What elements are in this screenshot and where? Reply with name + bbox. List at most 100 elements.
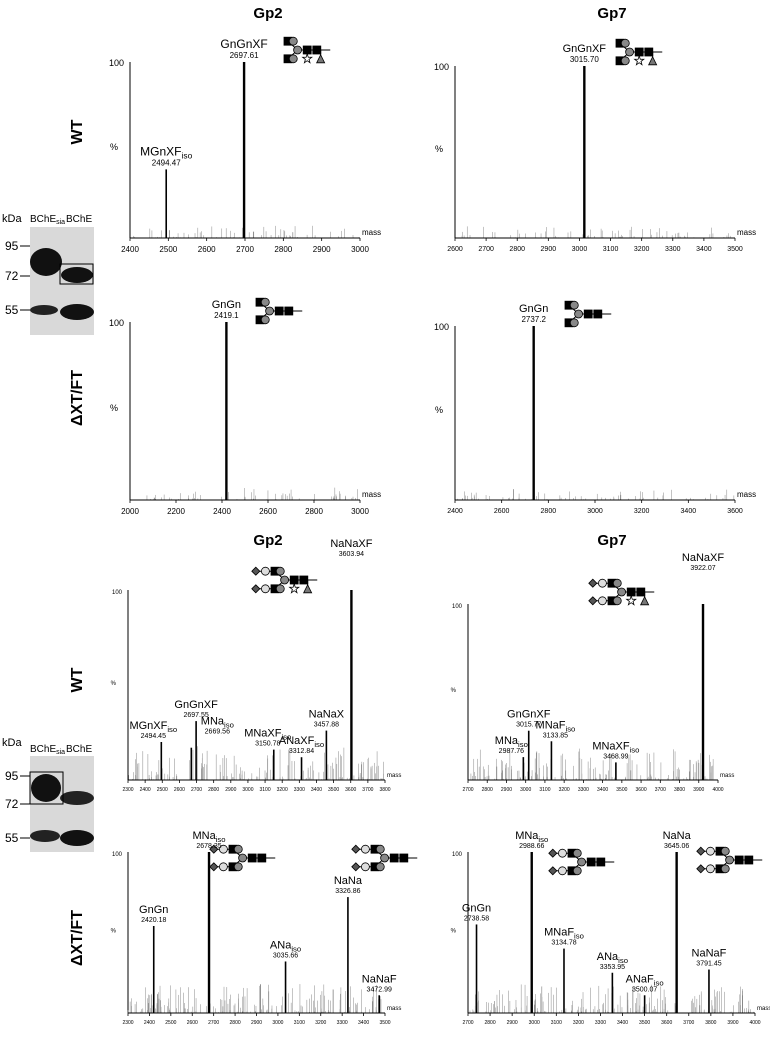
peak-glycan-label: GnGnXF (507, 709, 551, 721)
x-tick-label: 2900 (225, 787, 236, 793)
x-tick-label: 3600 (661, 1020, 672, 1026)
baseline-noise (128, 746, 386, 780)
x-tick-label: 2700 (478, 246, 494, 253)
x-tick-label: 3000 (587, 508, 603, 515)
spectrum-panel-p1: 100% 2400 2500 2600 2700 2800 2900 3000 mass 2494… (109, 37, 381, 254)
x-tick-label: 3700 (655, 787, 666, 793)
glycan-icon (251, 566, 318, 594)
row-label-wt-top: WT (69, 119, 86, 144)
peak-glycan-label: NaNa (334, 875, 363, 887)
peak-mass-label: 3134.78 (551, 940, 576, 947)
baseline-noise (469, 984, 756, 1013)
x-tick-label: 2700 (462, 1020, 473, 1026)
gel-marker-55: 55 (5, 303, 19, 317)
peak-glycan-label: NaNaXF (682, 552, 724, 564)
peak-glycan-label: GnGn (139, 904, 168, 916)
gel-band-bchesia-95 (30, 248, 62, 276)
peak-glycan-label: MNaiso (192, 830, 225, 844)
x-tick-label: 2900 (507, 1020, 518, 1026)
x-tick-label: 2700 (208, 1020, 219, 1026)
x-tick-label: 2200 (167, 507, 185, 516)
glycan-icon (351, 844, 418, 872)
peak-mass-label: 3791.45 (696, 961, 721, 968)
peak-mass-label: 3133.85 (543, 732, 568, 739)
x-axis-label: mass (757, 1006, 770, 1012)
baseline-noise (131, 225, 360, 238)
x-tick-label: 4000 (712, 787, 723, 793)
x-tick-label: 3600 (636, 787, 647, 793)
y-axis-label: % (111, 929, 117, 935)
peak-mass-label: 2988.66 (519, 843, 544, 850)
peak-mass-label: 3645.06 (664, 843, 689, 850)
x-tick-label: 2400 (144, 1020, 155, 1026)
baseline-noise (457, 489, 735, 500)
gel-band-bche-72 (60, 791, 94, 805)
gel-band-bche-72 (61, 267, 93, 283)
peak-mass-label: 3015.77 (516, 722, 541, 729)
x-tick-label: 2500 (159, 245, 177, 254)
x-axis-label: mass (720, 773, 734, 779)
y-axis-label: % (435, 144, 443, 154)
gel-band-55a (30, 305, 58, 315)
y-tick-label-100: 100 (434, 62, 449, 72)
x-tick-label: 3000 (242, 787, 253, 793)
glycan-icon (548, 848, 615, 876)
x-tick-label: 2800 (482, 787, 493, 793)
x-tick-label: 2900 (313, 245, 331, 254)
peak-mass-label: 2494.45 (141, 733, 166, 740)
x-tick-label: 3100 (539, 787, 550, 793)
peak-glycan-label: MGnXFiso (129, 720, 177, 734)
glycan-structures (209, 36, 763, 876)
glycan-icon (615, 38, 663, 66)
row-label-dxt-top: ΔXT/FT (69, 370, 86, 426)
gel-marker-95: 95 (5, 769, 19, 783)
gel-band-55a (30, 830, 60, 842)
peak-mass-label: 2420.18 (141, 917, 166, 924)
x-tick-label: 2600 (174, 787, 185, 793)
peak-glycan-label: GnGn (519, 303, 548, 315)
x-tick-label: 3800 (705, 1020, 716, 1026)
x-tick-label: 3700 (362, 787, 373, 793)
x-tick-label: 3300 (595, 1020, 606, 1026)
peak-mass-label: 3035.66 (273, 952, 298, 959)
title-gp7-bottom: Gp7 (597, 532, 626, 549)
x-tick-label: 3200 (277, 787, 288, 793)
peak-mass-label: 2737.2 (521, 315, 546, 324)
x-tick-label: 2400 (447, 508, 463, 515)
gel-band-55b (60, 830, 94, 846)
x-tick-label: 3300 (294, 787, 305, 793)
x-tick-label: 2400 (213, 507, 231, 516)
x-tick-label: 2300 (122, 1020, 133, 1026)
gel-lane1-label: BChEsia (30, 744, 65, 756)
peak-glycan-label: MNaiso (495, 735, 528, 749)
x-tick-label: 2300 (122, 787, 133, 793)
gel-marker-95: 95 (5, 239, 19, 253)
peak-glycan-label: NaNa (663, 830, 692, 842)
peak-mass-label: 2494.47 (152, 158, 181, 167)
x-tick-label: 4000 (749, 1020, 760, 1026)
x-tick-label: 3200 (315, 1020, 326, 1026)
gel-box-highlight (29, 771, 64, 805)
x-tick-label: 3600 (345, 787, 356, 793)
gel-kda-label: kDa (2, 737, 22, 749)
gel-blot-top: kDa BChEsia BChE 95 72 55 (2, 213, 94, 335)
gel-blot-bottom: kDa BChEsia BChE 95 72 55 (2, 737, 94, 852)
x-tick-label: 2800 (230, 1020, 241, 1026)
x-tick-label: 3000 (529, 1020, 540, 1026)
spectrum-panel-p8: 100% 2700 2800 2900 3000 3100 3200 3300 3400 3500… (451, 830, 770, 1026)
peak-mass-label: 3457.88 (314, 722, 339, 729)
x-tick-label: 2500 (165, 1020, 176, 1026)
x-tick-label: 3900 (693, 787, 704, 793)
spectrum-panel-p2: 100% 2600 2700 2800 2900 3000 3100 3200 3300 3400… (434, 43, 756, 253)
peak-mass-label: 2697.55 (183, 712, 208, 719)
x-tick-label: 3000 (272, 1020, 283, 1026)
peak-glycan-label: ANaiso (270, 939, 301, 953)
x-tick-label: 2400 (140, 787, 151, 793)
x-tick-label: 3400 (311, 787, 322, 793)
peak-mass-label: 2738.58 (464, 915, 489, 922)
peak-mass-label: 3312.84 (289, 748, 314, 755)
peak-mass-label: 3015.70 (570, 55, 599, 64)
x-tick-label: 3400 (696, 246, 712, 253)
baseline-noise (130, 487, 358, 500)
